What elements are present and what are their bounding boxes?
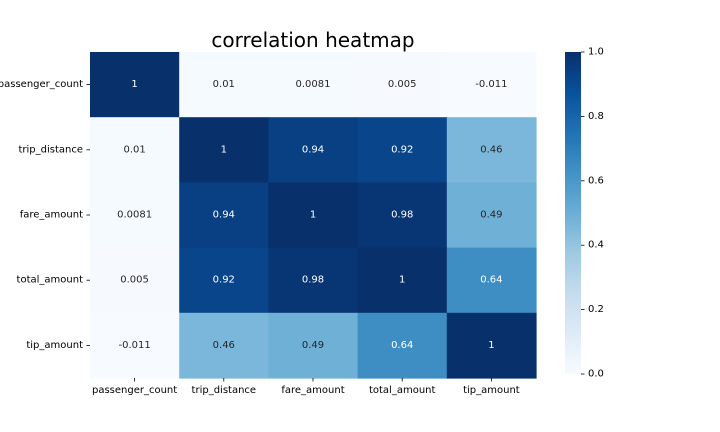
heatmap-cell-passenger_count-total_amount: [357, 52, 448, 118]
heatmap-cell-label: 0.92: [391, 144, 413, 155]
heatmap-cell-label: 0.94: [302, 144, 324, 155]
heatmap-cell-total_amount-fare_amount: [268, 247, 359, 314]
heatmap-cell-label: 0.49: [480, 210, 502, 221]
heatmap-cell-label: 0.0081: [117, 210, 152, 221]
heatmap-cell-label: 0.49: [302, 340, 324, 351]
heatmap-cell-fare_amount-total_amount: [357, 182, 448, 249]
colorbar-tick-label: 0.6: [588, 175, 604, 186]
heatmap-cell-label: 0.98: [302, 275, 324, 286]
x-axis-tick-labels: passenger_count trip_distance fare_amount t…: [92, 378, 520, 396]
heatmap-cell-label: 0.46: [213, 340, 235, 351]
y-axis-tick-label: total_amount: [17, 275, 84, 286]
heatmap-cell-total_amount-trip_distance: [179, 247, 269, 314]
colorbar-ticks: 0.0 0.2 0.4 0.6 0.8 1.0: [581, 47, 604, 380]
x-axis-tick-label: tip_amount: [463, 385, 520, 396]
heatmap-cell-label: -0.011: [118, 340, 150, 351]
heatmap-cell-label: 0.64: [480, 275, 502, 286]
heatmap-cell-passenger_count-tip_amount: [446, 52, 537, 118]
heatmap-cell-fare_amount-passenger_count: [90, 182, 180, 249]
heatmap-cell-tip_amount-passenger_count: [90, 312, 180, 379]
heatmap-cell-label: 0.94: [213, 210, 235, 221]
heatmap-cell-label: 1: [399, 275, 405, 286]
heatmap-annotations: 1 0.01 0.0081 0.005 -0.011 0.01 1 0.94 0.92 0.46 0…: [117, 79, 507, 351]
chart-title: correlation heatmap: [211, 28, 414, 52]
heatmap-cell-trip_distance-trip_distance: [179, 117, 269, 183]
heatmap-cell-label: 0.01: [123, 144, 145, 155]
heatmap-cells: [90, 52, 537, 379]
colorbar-tick-label: 0.8: [588, 111, 604, 122]
x-axis-tick-label: passenger_count: [92, 385, 177, 396]
x-axis-tick-label: total_amount: [369, 385, 436, 396]
heatmap-cell-passenger_count-fare_amount: [268, 52, 359, 118]
x-axis-tick-label: trip_distance: [192, 385, 257, 396]
heatmap-cell-label: 0.46: [480, 144, 502, 155]
heatmap-cell-label: 0.0081: [296, 79, 331, 90]
heatmap-cell-tip_amount-fare_amount: [268, 312, 359, 379]
y-axis-tick-label: tip_amount: [26, 340, 83, 351]
colorbar: 0.0 0.2 0.4 0.6 0.8 1.0: [565, 47, 604, 380]
heatmap-cell-fare_amount-trip_distance: [179, 182, 269, 249]
heatmap-cell-total_amount-passenger_count: [90, 247, 180, 314]
heatmap-cell-tip_amount-total_amount: [357, 312, 448, 379]
heatmap-cell-label: 0.98: [391, 210, 413, 221]
heatmap-cell-label: 0.005: [120, 275, 149, 286]
colorbar-tick-label: 0.4: [588, 240, 604, 251]
heatmap-cell-label: 0.92: [213, 275, 235, 286]
heatmap-cell-trip_distance-fare_amount: [268, 117, 359, 183]
heatmap-cell-passenger_count-passenger_count: [90, 52, 180, 118]
heatmap-cell-passenger_count-trip_distance: [179, 52, 269, 118]
colorbar-tick-label: 0.0: [588, 369, 604, 380]
colorbar-tick-label: 0.2: [588, 304, 604, 315]
heatmap-cell-trip_distance-passenger_count: [90, 117, 180, 183]
heatmap-cell-tip_amount-trip_distance: [179, 312, 269, 379]
heatmap-cell-label: 0.005: [388, 79, 417, 90]
y-axis-tick-labels: passenger_count trip_distance fare_amountt…: [0, 79, 90, 351]
heatmap-cell-total_amount-total_amount: [357, 247, 448, 314]
heatmap-cell-label: 1: [131, 79, 137, 90]
heatmap-cell-tip_amount-tip_amount: [446, 312, 537, 379]
heatmap-cell-label: 0.01: [213, 79, 235, 90]
heatmap-cell-trip_distance-tip_amount: [446, 117, 537, 183]
y-axis-tick-label: trip_distance: [18, 144, 83, 155]
heatmap-cell-label: 0.64: [391, 340, 413, 351]
heatmap-cell-total_amount-tip_amount: [446, 247, 537, 314]
y-axis-tick-label: passenger_count: [0, 79, 83, 90]
heatmap-cell-trip_distance-total_amount: [357, 117, 448, 183]
heatmap-cell-label: -0.011: [475, 79, 507, 90]
heatmap-cell-fare_amount-fare_amount: [268, 182, 359, 249]
y-axis-tick-label: fare_amount: [20, 210, 83, 221]
x-axis-tick-label: fare_amount: [281, 385, 344, 396]
heatmap-cell-label: 1: [221, 144, 227, 155]
colorbar-gradient: [565, 52, 581, 374]
heatmap-cell-label: 1: [310, 210, 316, 221]
colorbar-tick-label: 1.0: [588, 47, 604, 58]
heatmap-cell-label: 1: [488, 340, 494, 351]
heatmap-cell-fare_amount-tip_amount: [446, 182, 537, 249]
